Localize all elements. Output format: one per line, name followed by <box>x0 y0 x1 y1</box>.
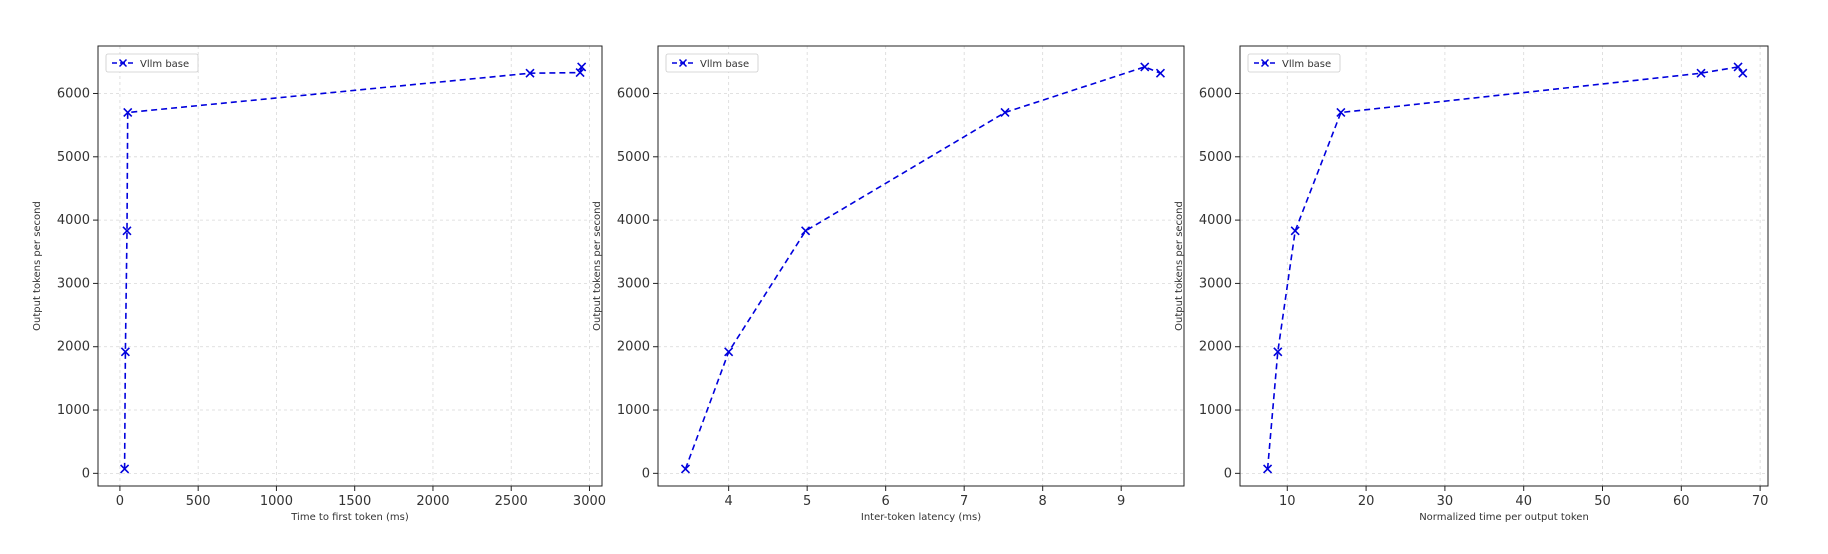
data-point-marker <box>801 226 811 236</box>
x-tick-label: 40 <box>1515 494 1532 509</box>
x-tick-label: 9 <box>1117 494 1125 509</box>
data-point-marker <box>1733 62 1743 72</box>
axes-frame <box>657 45 1185 487</box>
y-tick-label: 2000 <box>1199 340 1232 355</box>
plot-area <box>1240 46 1768 486</box>
x-tick-label: 1500 <box>338 494 371 509</box>
legend: Vllm base <box>1247 53 1341 73</box>
x-tick-label: 0 <box>116 494 124 509</box>
legend-label: Vllm base <box>700 59 749 70</box>
y-tick-label: 4000 <box>1199 213 1232 228</box>
axes-frame <box>97 45 603 487</box>
x-tick-label: 70 <box>1752 494 1769 509</box>
data-point-marker <box>1273 347 1283 357</box>
chart-panel-1: 0 500 1000 1500 2000 2500 3000 0 1000 2000 3000 400… <box>32 45 606 523</box>
y-tick-label: 1000 <box>57 403 90 418</box>
x-tick-label: 7 <box>960 494 968 509</box>
x-tick-label: 20 <box>1358 494 1375 509</box>
y-axis-label: Output tokens per second <box>1174 201 1185 331</box>
legend-box <box>1247 53 1341 73</box>
y-tick-label: 5000 <box>1199 150 1232 165</box>
x-tick-label: 1000 <box>260 494 293 509</box>
x-axis-label: Time to first token (ms) <box>290 512 409 523</box>
y-tick-label: 6000 <box>1199 86 1232 101</box>
y-tick-label: 3000 <box>1199 276 1232 291</box>
x-tick-label: 50 <box>1594 494 1611 509</box>
y-tick-label: 4000 <box>617 213 650 228</box>
x-tick-label: 2000 <box>416 494 449 509</box>
data-point-marker <box>1696 68 1706 78</box>
legend-marker-swatch <box>118 58 128 68</box>
legend-box <box>105 53 199 73</box>
y-tick-label: 3000 <box>57 276 90 291</box>
data-point-marker <box>577 62 587 72</box>
legend-label: Vllm base <box>1282 59 1331 70</box>
y-tick-label: 2000 <box>57 340 90 355</box>
legend-marker-swatch <box>678 58 688 68</box>
x-tick-label: 4 <box>725 494 733 509</box>
x-tick-label: 500 <box>186 494 211 509</box>
chart-panel-2: 4 5 6 7 8 9 0 1000 2000 3000 4000 5000 6000 Inter-tok… <box>592 45 1185 523</box>
y-tick-label: 2000 <box>617 340 650 355</box>
y-axis-label: Output tokens per second <box>32 201 43 331</box>
data-point-marker <box>120 347 130 357</box>
legend-box <box>665 53 759 73</box>
y-tick-label: 1000 <box>1199 403 1232 418</box>
data-point-marker <box>123 107 133 118</box>
x-tick-label: 8 <box>1039 494 1047 509</box>
y-tick-label: 6000 <box>617 86 650 101</box>
x-axis-label: Inter-token latency (ms) <box>861 512 981 523</box>
chart-panel-3: 10 20 30 40 50 60 70 0 1000 2000 3000 4000 5000 6000 N… <box>1174 45 1769 523</box>
plot-area <box>658 46 1184 486</box>
y-tick-label: 0 <box>642 466 650 481</box>
legend-marker-swatch <box>1260 58 1270 68</box>
data-point-marker <box>1155 68 1166 78</box>
data-point-marker <box>1336 107 1346 118</box>
legend-label: Vllm base <box>140 59 189 70</box>
data-point-marker <box>575 68 585 78</box>
y-tick-label: 0 <box>82 466 90 481</box>
x-tick-label: 30 <box>1437 494 1454 509</box>
legend: Vllm base <box>105 53 199 73</box>
y-tick-label: 3000 <box>617 276 650 291</box>
y-tick-label: 1000 <box>617 403 650 418</box>
x-axis-label: Normalized time per output token <box>1419 512 1589 523</box>
x-tick-label: 60 <box>1673 494 1690 509</box>
legend: Vllm base <box>665 53 759 73</box>
data-point-marker <box>724 347 734 357</box>
x-tick-label: 6 <box>882 494 890 509</box>
y-tick-label: 6000 <box>57 86 90 101</box>
data-point-marker <box>680 464 691 474</box>
data-point-marker <box>1738 68 1748 78</box>
plot-area <box>98 46 602 486</box>
data-point-marker <box>1263 464 1273 474</box>
y-tick-label: 4000 <box>57 213 90 228</box>
data-point-marker <box>525 68 535 78</box>
data-point-marker <box>1140 62 1150 72</box>
x-tick-label: 3000 <box>573 494 606 509</box>
y-tick-label: 5000 <box>617 150 650 165</box>
x-tick-label: 5 <box>803 494 811 509</box>
data-point-marker <box>1000 107 1010 118</box>
data-point-marker <box>122 226 132 236</box>
series-line <box>684 66 1161 470</box>
x-tick-label: 2500 <box>495 494 528 509</box>
axes-frame <box>1239 45 1769 487</box>
y-tick-label: 0 <box>1224 466 1232 481</box>
y-tick-label: 5000 <box>57 150 90 165</box>
x-tick-label: 10 <box>1279 494 1296 509</box>
data-point-marker <box>120 464 130 474</box>
y-axis-label: Output tokens per second <box>592 201 603 331</box>
data-point-marker <box>1290 226 1300 236</box>
